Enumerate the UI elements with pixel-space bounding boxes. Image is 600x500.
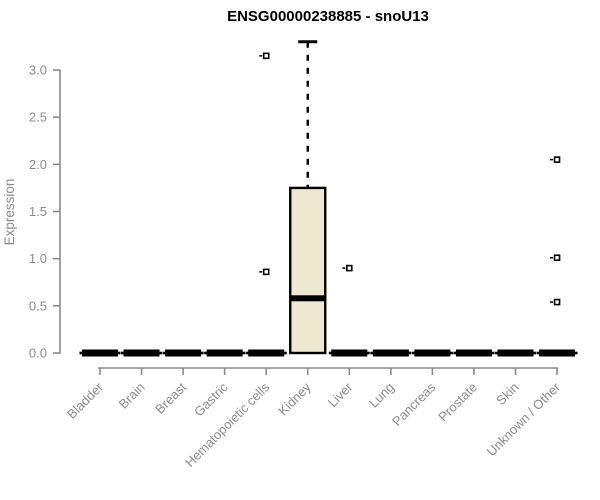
x-tick-label: Kidney [275,379,314,418]
box-group-skin [495,349,536,357]
box-group-breast [162,349,204,357]
box-iqr [289,186,327,355]
collapsed-box [82,349,118,357]
boxplot-series [79,40,578,357]
box-group-liver [328,264,370,357]
x-tick-label: Lung [366,380,397,411]
y-tick-label: 2.0 [29,157,47,172]
y-axis-label: Expression [2,179,17,246]
outlier-point [259,52,270,60]
x-tick-label: Brain [116,380,148,412]
x-tick-label: Skin [493,380,521,408]
x-tick-label: Breast [152,379,189,416]
x-tick-label: Prostate [435,380,480,425]
box-group-brain [121,349,163,357]
box-group-gastric [204,349,246,357]
collapsed-box [372,349,409,357]
outlier-point [550,254,561,262]
outlier-square [553,298,561,306]
outlier-square [345,264,353,272]
x-tick-label: Bladder [64,379,107,422]
box-group-kidney [289,40,327,355]
y-tick-label: 0.0 [29,346,47,361]
box-group-unknown-other [536,156,578,357]
collapsed-box [497,349,534,357]
y-tick-label: 1.5 [29,204,47,219]
y-tick-label: 1.0 [29,251,47,266]
collapsed-box [248,349,285,357]
outlier-point [259,268,270,276]
x-tick-label: Pancreas [389,379,439,429]
y-tick-label: 3.0 [29,63,47,78]
box-group-hematopoietic-cells [245,52,287,357]
collapsed-box [206,349,243,357]
x-tick-label: Unknown / Other [484,379,564,459]
collapsed-box [331,349,368,357]
outlier-point [550,298,561,306]
box-group-prostate [453,349,495,357]
median-line [290,295,326,302]
chart-title: ENSG00000238885 - snoU13 [227,8,429,25]
box-group-lung [370,349,412,357]
x-tick-label: Gastric [191,379,231,419]
collapsed-box [414,349,451,357]
y-tick-label: 2.5 [29,110,47,125]
y-tick-label: 0.5 [29,298,47,313]
collapsed-box [123,349,160,357]
box-group-pancreas [411,349,453,357]
outlier-square [553,156,561,163]
outlier-square [262,268,270,276]
x-tick-label: Liver [325,379,356,410]
outlier-square [553,254,561,262]
collapsed-box [455,349,492,357]
box-group-bladder [79,349,121,357]
outlier-square [262,52,270,60]
collapsed-box [165,349,202,357]
outlier-point [342,264,353,272]
outlier-point [550,156,561,163]
collapsed-box [539,349,576,357]
